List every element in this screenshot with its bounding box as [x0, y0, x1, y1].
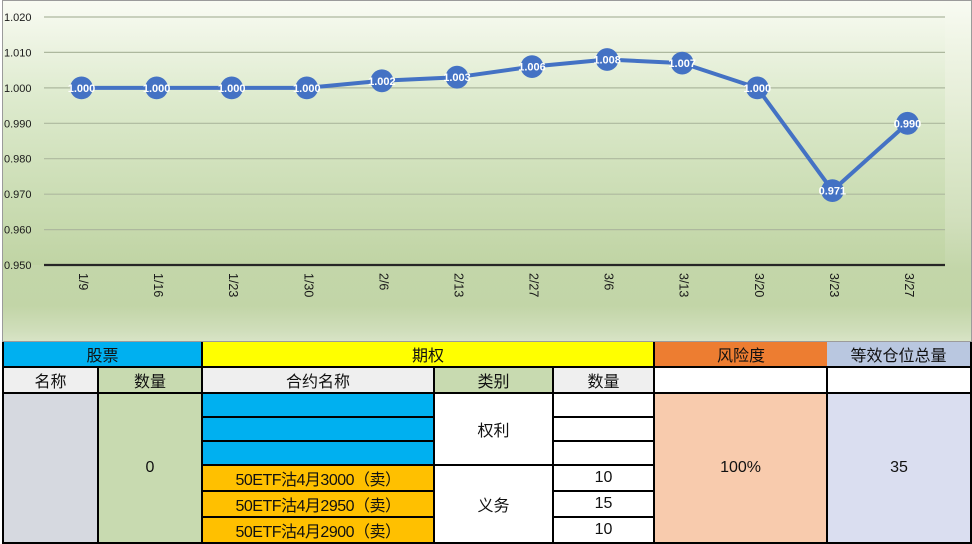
svg-text:1.000: 1.000 — [4, 83, 32, 95]
svg-text:3/23: 3/23 — [827, 273, 841, 297]
svg-text:3/6: 3/6 — [602, 273, 616, 290]
svg-text:1.000: 1.000 — [68, 83, 96, 95]
svg-text:1/9: 1/9 — [76, 273, 90, 290]
svg-text:3/27: 3/27 — [902, 273, 916, 297]
svg-text:0.980: 0.980 — [4, 154, 32, 166]
svg-text:1.000: 1.000 — [293, 83, 321, 95]
svg-text:1/23: 1/23 — [226, 273, 240, 297]
svg-text:1.007: 1.007 — [668, 58, 696, 70]
svg-text:1.020: 1.020 — [4, 12, 32, 24]
svg-text:1.010: 1.010 — [4, 47, 32, 59]
svg-text:2/13: 2/13 — [452, 273, 466, 297]
svg-text:1.002: 1.002 — [368, 76, 396, 88]
svg-text:1/30: 1/30 — [301, 273, 315, 297]
svg-text:0.990: 0.990 — [894, 118, 922, 130]
svg-text:1.003: 1.003 — [443, 72, 471, 84]
svg-text:3/20: 3/20 — [752, 273, 766, 297]
svg-text:1.006: 1.006 — [518, 62, 546, 74]
svg-text:1.000: 1.000 — [143, 83, 171, 95]
svg-text:1.000: 1.000 — [744, 83, 772, 95]
svg-text:1.008: 1.008 — [593, 55, 621, 67]
svg-text:1/16: 1/16 — [151, 273, 165, 297]
svg-text:0.950: 0.950 — [4, 260, 32, 272]
svg-text:0.970: 0.970 — [4, 189, 32, 201]
svg-text:3/13: 3/13 — [677, 273, 691, 297]
svg-text:2/6: 2/6 — [376, 273, 390, 290]
svg-text:0.960: 0.960 — [4, 225, 32, 237]
svg-text:1.000: 1.000 — [218, 83, 246, 95]
svg-text:2/27: 2/27 — [527, 273, 541, 297]
svg-text:0.990: 0.990 — [4, 118, 32, 130]
svg-text:0.971: 0.971 — [819, 186, 847, 198]
